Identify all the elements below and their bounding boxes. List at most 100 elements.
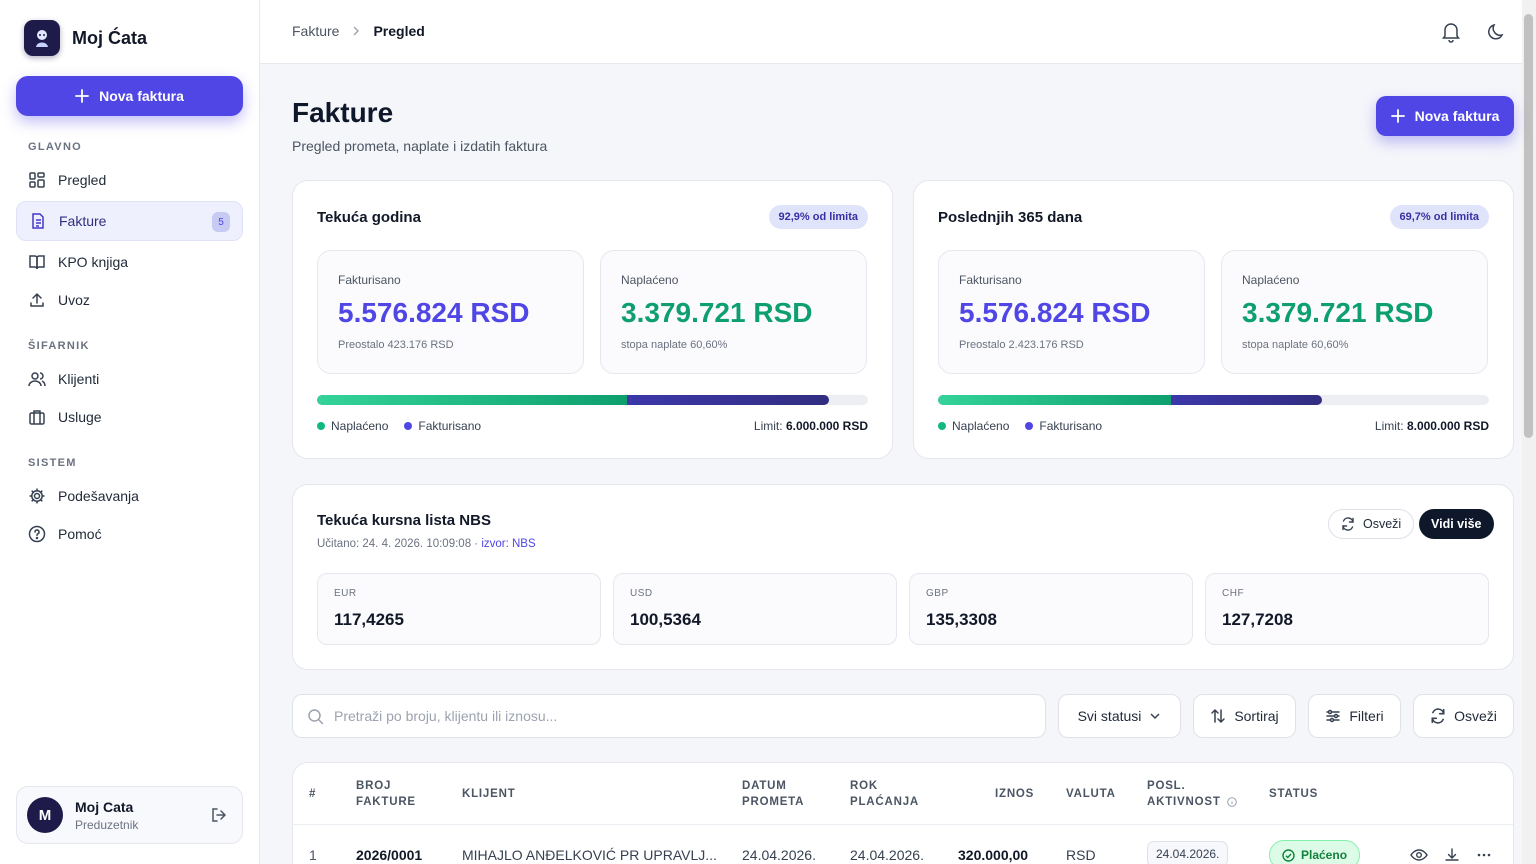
breadcrumb: Fakture Pregled: [292, 23, 425, 39]
column-header-currency[interactable]: VALUTA: [1066, 788, 1116, 800]
download-icon[interactable]: [1444, 847, 1460, 864]
column-header-status[interactable]: STATUS: [1269, 788, 1319, 800]
legend-label: Fakturisano: [1039, 419, 1103, 433]
stat-label: Fakturisano: [338, 273, 401, 287]
legend-item-invoiced: Fakturisano: [404, 419, 481, 433]
column-header-amount[interactable]: IZNOS: [995, 788, 1035, 800]
status-label: Plaćeno: [1301, 848, 1348, 862]
rates-refresh-button[interactable]: Osveži: [1328, 509, 1415, 539]
cell-date: 24.04.2026.: [742, 847, 816, 863]
stat-invoiced: Fakturisano 5.576.824 RSD Preostalo 423.…: [317, 250, 584, 374]
sidebar-item-fakture[interactable]: Fakture 5: [16, 201, 243, 241]
limit-progress-bar: [317, 395, 868, 405]
header-line: AKTIVNOST: [1147, 794, 1237, 810]
header-line-text: AKTIVNOST: [1147, 796, 1221, 808]
exchange-rates-card: Tekuća kursna lista NBS Učitano: 24. 4. …: [292, 484, 1514, 670]
header-line: ROK: [850, 780, 878, 792]
column-header-last-activity[interactable]: POSL. AKTIVNOST: [1147, 778, 1237, 810]
user-role: Preduzetnik: [75, 817, 139, 832]
refresh-icon: [1342, 517, 1354, 531]
rate-item-usd: USD 100,5364: [613, 573, 897, 645]
new-invoice-label: Nova faktura: [1414, 108, 1500, 124]
stat-note: stopa naplate 60,60%: [621, 339, 728, 351]
status-select[interactable]: Svi statusi: [1058, 694, 1181, 738]
currency-code: EUR: [334, 588, 357, 599]
chevron-down-icon: [1150, 713, 1160, 720]
sidebar-item-label: Pomoć: [58, 526, 102, 542]
user-name: Moj Cata: [75, 798, 134, 815]
moon-icon[interactable]: [1486, 21, 1506, 48]
search-box: [292, 694, 1046, 738]
currency-rate: 100,5364: [630, 610, 701, 629]
app-name: Moj Ćata: [72, 27, 148, 48]
limit-value: 6.000.000 RSD: [785, 419, 868, 433]
sort-label: Sortiraj: [1234, 708, 1279, 724]
limit-percent-badge: 69,7% od limita: [1389, 205, 1489, 229]
sidebar-item-klijenti[interactable]: Klijenti: [16, 359, 243, 399]
cell-invoice-number[interactable]: 2026/0001: [356, 847, 423, 863]
plus-icon: [1390, 109, 1405, 123]
sort-button[interactable]: Sortiraj: [1193, 694, 1296, 738]
document-icon: [29, 212, 47, 230]
brand[interactable]: Moj Ćata: [24, 20, 147, 56]
column-header-invoice-number[interactable]: BROJ FAKTURE: [356, 778, 416, 810]
stat-note: Preostalo 423.176 RSD: [338, 339, 454, 351]
column-header-due-date[interactable]: ROK PLAĆANJA: [850, 778, 919, 810]
sort-icon: [1211, 708, 1226, 724]
search-input[interactable]: [334, 708, 1014, 724]
user-card[interactable]: M Moj Cata Preduzetnik: [16, 786, 243, 844]
status-select-value: Svi statusi: [1077, 708, 1142, 724]
sidebar-item-uvoz[interactable]: Uvoz: [16, 280, 243, 320]
legend-item-collected: Naplaćeno: [938, 419, 1009, 433]
sidebar-item-kpo-knjiga[interactable]: KPO knjiga: [16, 242, 243, 282]
sidebar-item-pregled[interactable]: Pregled: [16, 160, 243, 200]
sidebar-new-invoice-label: Nova faktura: [99, 88, 184, 104]
invoices-table: # BROJ FAKTURE KLIJENT DATUM PROMETA ROK…: [292, 762, 1514, 864]
eye-icon[interactable]: [1410, 847, 1428, 864]
legend-item-invoiced: Fakturisano: [1025, 419, 1102, 433]
scrollbar-thumb[interactable]: [1524, 14, 1533, 438]
rates-see-more-button[interactable]: Vidi više: [1419, 509, 1494, 539]
new-invoice-button[interactable]: Nova faktura: [1376, 96, 1514, 136]
cell-num: 1: [309, 847, 317, 863]
header-line: POSL.: [1147, 780, 1186, 792]
limit-progress-bar: [938, 395, 1489, 405]
stat-note: Preostalo 2.423.176 RSD: [959, 339, 1084, 351]
status-badge: Plaćeno: [1269, 840, 1361, 864]
rate-item-gbp: GBP 135,3308: [909, 573, 1193, 645]
progress-collected: [317, 395, 628, 405]
sidebar-item-pomoc[interactable]: Pomoć: [16, 514, 243, 554]
sidebar-item-podesavanja[interactable]: Podešavanja: [16, 476, 243, 516]
column-header-date[interactable]: DATUM PROMETA: [742, 778, 804, 810]
users-icon: [28, 370, 46, 388]
page-title: Fakture: [292, 97, 394, 128]
bell-icon[interactable]: [1441, 21, 1461, 48]
limit-label: Limit:: [753, 419, 783, 433]
limit-text: Limit: 6.000.000 RSD: [754, 419, 868, 433]
sidebar-item-label: Podešavanja: [58, 488, 139, 504]
search-icon: [308, 708, 324, 724]
section-label-catalog: ŠIFARNIK: [28, 340, 90, 352]
filters-button[interactable]: Filteri: [1308, 694, 1401, 738]
logout-icon[interactable]: [210, 806, 228, 829]
currency-code: CHF: [1222, 588, 1245, 599]
stat-value: 3.379.721 RSD: [621, 297, 813, 328]
rates-source-link[interactable]: izvor: NBS: [481, 538, 536, 550]
stat-value: 3.379.721 RSD: [1242, 297, 1434, 328]
info-icon[interactable]: [1226, 797, 1237, 807]
more-horizontal-icon[interactable]: [1476, 847, 1492, 864]
sliders-icon: [1326, 709, 1341, 723]
list-refresh-button[interactable]: Osveži: [1413, 694, 1514, 738]
topbar: Fakture Pregled: [260, 0, 1522, 64]
breadcrumb-current: Pregled: [373, 23, 425, 39]
currency-rate: 127,7208: [1222, 610, 1293, 629]
card-title: Poslednjih 365 dana: [938, 209, 1083, 226]
sidebar-item-usluge[interactable]: Usluge: [16, 397, 243, 437]
sidebar-item-label: Klijenti: [58, 371, 100, 387]
breadcrumb-link-fakture[interactable]: Fakture: [292, 23, 340, 39]
limit-value: 8.000.000 RSD: [1406, 419, 1489, 433]
stat-collected: Naplaćeno 3.379.721 RSD stopa naplate 60…: [1221, 250, 1488, 374]
sidebar-new-invoice-button[interactable]: Nova faktura: [16, 76, 243, 116]
header-line: FAKTURE: [356, 796, 416, 808]
column-header-client[interactable]: KLIJENT: [462, 788, 516, 800]
